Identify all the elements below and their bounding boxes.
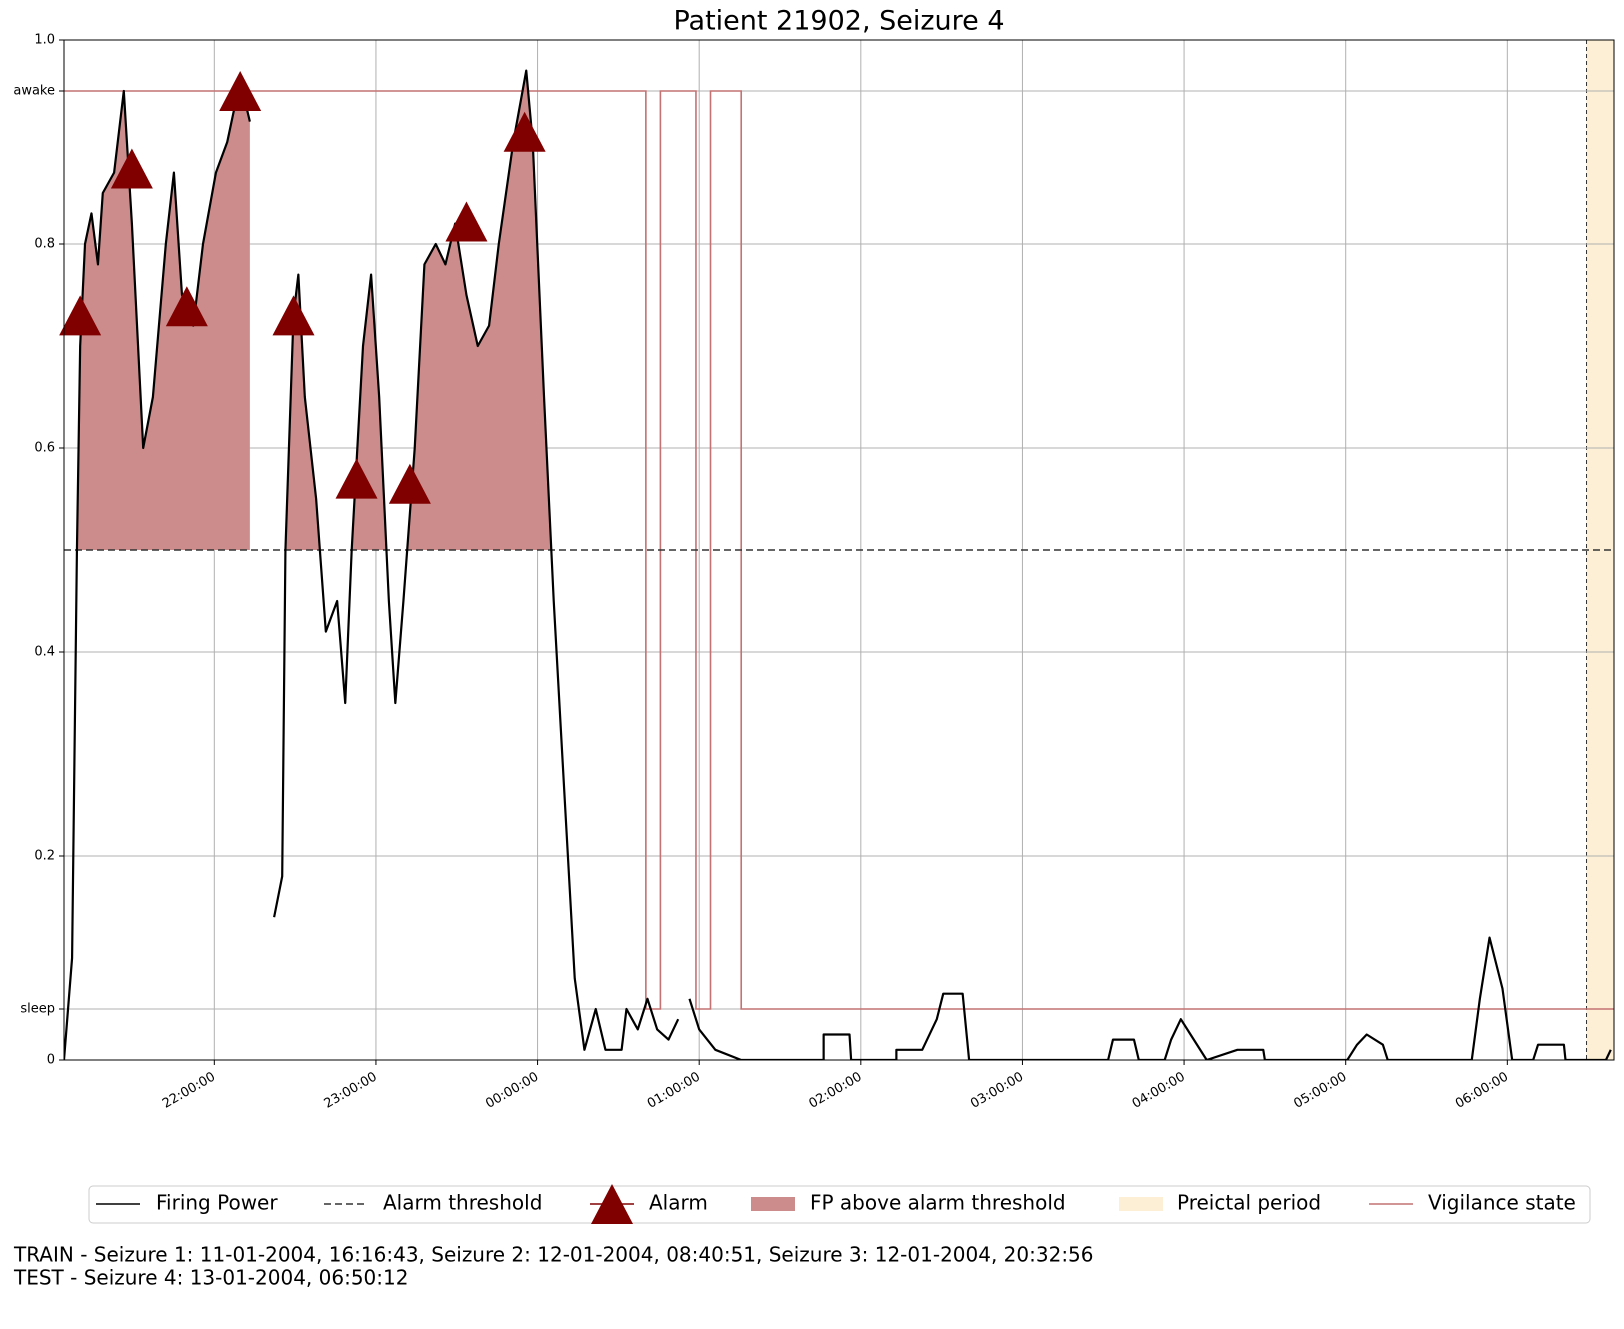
alarm-marker [445,201,488,242]
chart-title: Patient 21902, Seizure 4 [673,6,1004,37]
alarm-marker [110,148,153,189]
legend-label: Alarm [649,1191,708,1215]
y-tick-label: 0.4 [34,645,55,660]
legend-box [88,1185,1591,1224]
fp-above-threshold-fill [64,80,250,550]
y-tick-label: 0.2 [34,849,55,864]
legend-label: Alarm threshold [383,1191,542,1215]
footer-line: TEST - Seizure 4: 13-01-2004, 06:50:12 [13,1266,408,1290]
legend-label: Preictal period [1177,1191,1321,1215]
legend-label: Vigilance state [1428,1191,1576,1215]
y-tick-label: awake [13,84,55,99]
alarm-marker [219,71,262,111]
legend-symbol [591,1184,633,1224]
fp-above-threshold-fill [274,70,679,550]
y-tick-label: sleep [20,1002,55,1017]
y-tick-label: 0 [47,1053,55,1068]
alarm-marker [503,111,546,152]
footer-line: TRAIN - Seizure 1: 11-01-2004, 16:16:43,… [13,1243,1094,1267]
y-tick-label: 1.0 [34,33,55,48]
legend-symbol [1119,1197,1163,1211]
legend-label: FP above alarm threshold [810,1191,1066,1215]
legend-label: Firing Power [156,1191,278,1215]
plot-frame [63,39,1615,1061]
alarm-marker [335,458,378,499]
alarm-marker [59,295,102,336]
y-tick-label: 0.6 [34,441,55,456]
y-tick-label: 0.8 [34,237,55,252]
legend-symbol [751,1197,795,1211]
alarm-marker [165,286,208,327]
alarm-marker [272,295,315,336]
alarm-marker [388,463,431,504]
